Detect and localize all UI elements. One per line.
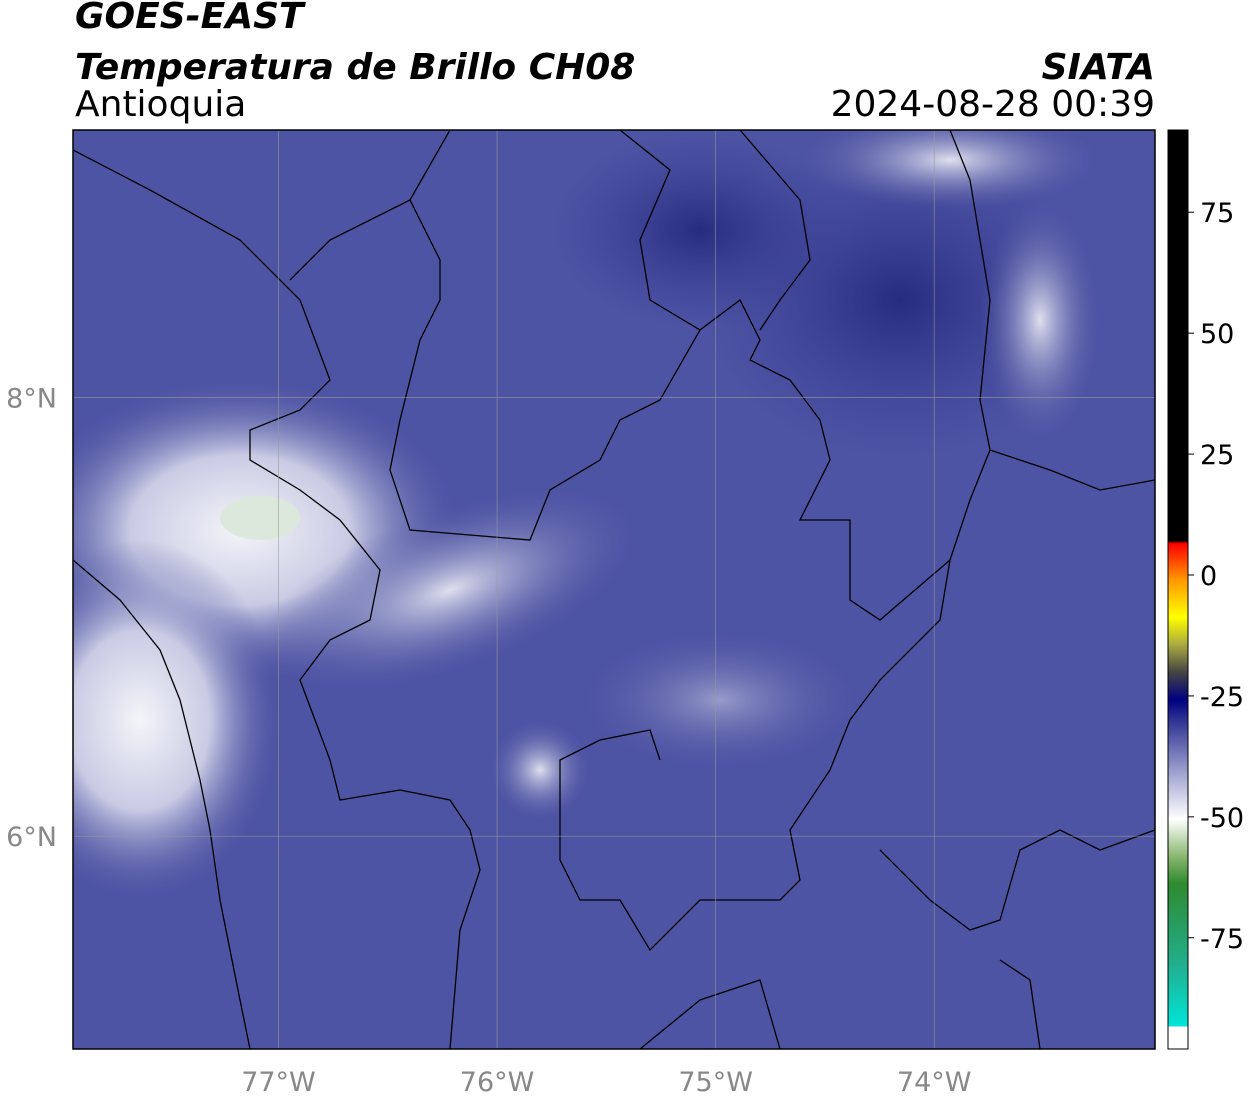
source: SIATA [1042, 47, 1155, 88]
colorbar-tick-label: 0 [1200, 561, 1217, 592]
colorbar-tick-label: -25 [1200, 682, 1244, 713]
x-tick-label: 74°W [897, 1067, 972, 1098]
colorbar [1167, 129, 1189, 1050]
timestamp: 2024-08-28 00:39 [831, 84, 1155, 125]
colorbar-tick-label: -50 [1200, 803, 1244, 834]
colorbar-tick-label: 50 [1200, 319, 1234, 350]
region: Antioquia [75, 84, 246, 125]
subtitle: Temperatura de Brillo CH08 [75, 47, 635, 88]
x-tick-label: 76°W [460, 1067, 535, 1098]
map-frame [72, 129, 1156, 1050]
colorbar-tick-label: 75 [1200, 198, 1234, 229]
title: GOES-EAST [75, 0, 306, 37]
colorbar-tick-label: 25 [1200, 440, 1234, 471]
grid [73, 130, 1155, 1049]
map-image [73, 130, 1155, 1049]
x-tick-label: 75°W [678, 1067, 753, 1098]
y-tick-label: 8°N [6, 384, 57, 415]
y-tick-label: 6°N [6, 822, 57, 853]
x-tick-label: 77°W [241, 1067, 316, 1098]
colorbar-tick-label: -75 [1200, 924, 1244, 955]
